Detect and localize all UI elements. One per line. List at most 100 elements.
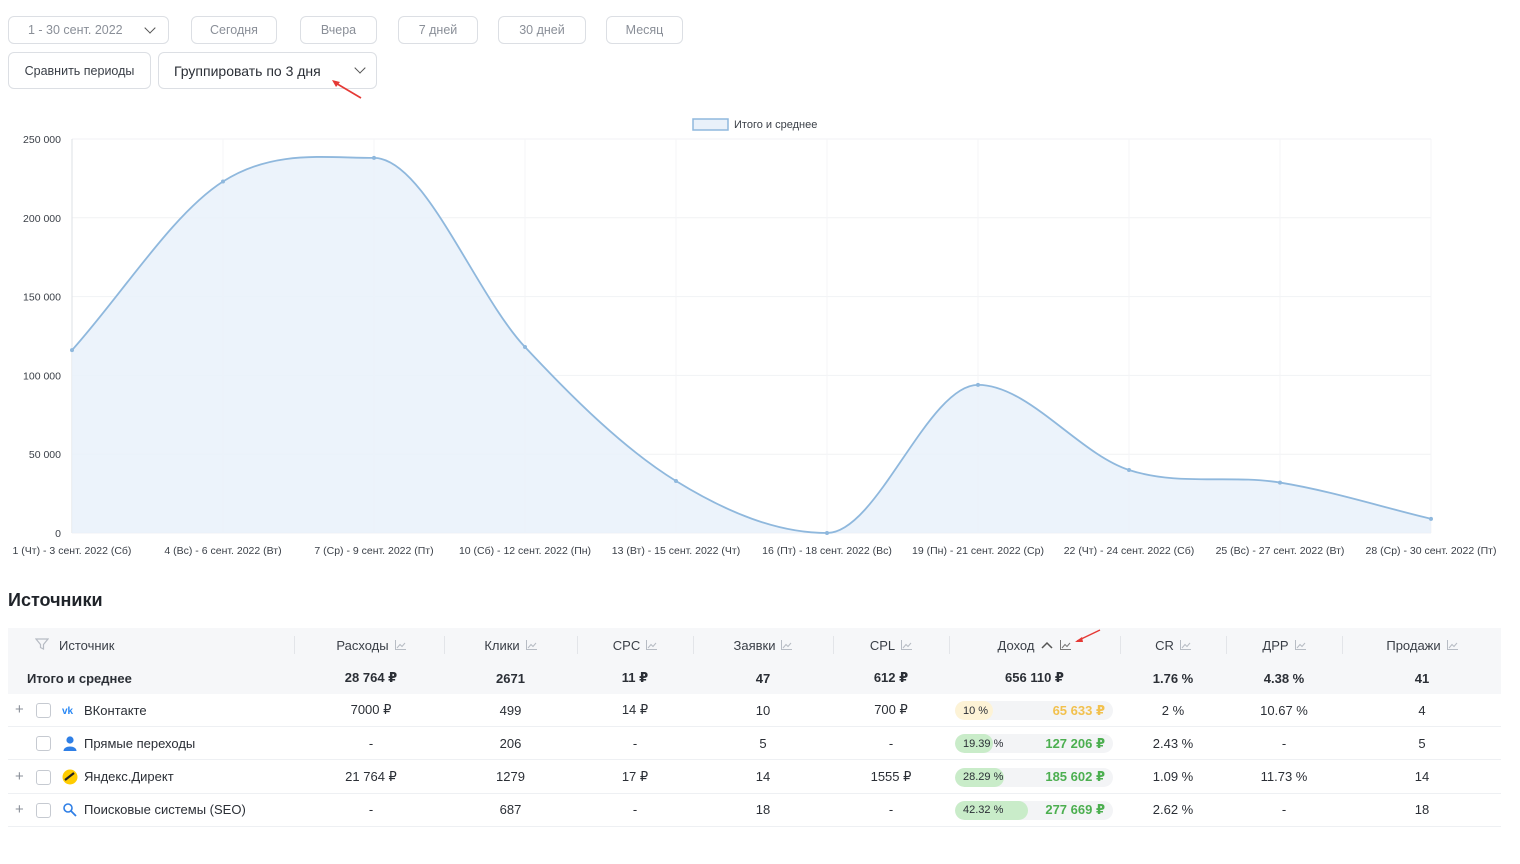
col-expenses[interactable]: Расходы [298, 628, 444, 662]
table-row[interactable]: Прямые переходы - 206 - 5 - 19.39 % 127 206 ₽ 2.… [8, 727, 1501, 761]
cell-cpl: - [888, 735, 894, 751]
data-point[interactable] [825, 531, 829, 535]
group-by-select[interactable]: Группировать по 3 дня [158, 52, 377, 89]
cell-expenses: 21 764 ₽ [345, 768, 397, 784]
total-row: Итого и среднее 28 764 ₽ 2671 11 ₽ 47 61… [8, 662, 1501, 694]
col-sales[interactable]: Продажи [1342, 628, 1502, 662]
cell-cpl: - [888, 802, 894, 818]
data-point[interactable] [221, 179, 225, 184]
series-line [71, 156, 1432, 534]
expand-icon[interactable]: + [15, 701, 24, 718]
chart-toggle-icon[interactable] [646, 640, 658, 650]
table-row[interactable]: + vk ВКонтакте 7000 ₽ 499 14 ₽ 10 700 ₽ 10 % 65 6… [8, 694, 1501, 727]
y-tick-label: 150 000 [23, 292, 61, 304]
preset-today-button[interactable]: Сегодня [191, 16, 277, 44]
income-bar: 42.32 % 277 669 ₽ [955, 800, 1113, 820]
total-label: Итого и среднее [27, 670, 132, 686]
chart-toggle-icon[interactable] [525, 640, 537, 650]
cell-sales: 18 [1414, 802, 1430, 818]
cell-cr: 1.09 % [1152, 769, 1194, 785]
chart-toggle-icon[interactable] [1446, 640, 1458, 650]
income-bar-fill [955, 701, 993, 720]
income-percent: 19.39 % [963, 737, 1004, 750]
chart-toggle-icon[interactable] [901, 640, 913, 650]
preset-yesterday-button[interactable]: Вчера [300, 16, 377, 44]
expand-icon[interactable]: + [15, 800, 24, 818]
chart-toggle-icon[interactable] [781, 640, 793, 650]
cell-sales: 14 [1414, 769, 1430, 785]
col-label: CPL [869, 637, 896, 653]
col-source[interactable]: Источник [59, 637, 115, 653]
cell-cr: 2.43 % [1152, 735, 1194, 751]
column-divider [1120, 636, 1121, 654]
total-drr: 4.38 % [1263, 670, 1305, 686]
col-cpc[interactable]: CPC [577, 628, 693, 662]
data-point[interactable] [1278, 480, 1282, 485]
source-name[interactable]: ВКонтакте [84, 702, 147, 718]
x-tick-label: 10 (Сб) - 12 сент. 2022 (Пн) [459, 545, 591, 557]
source-name[interactable]: Прямые переходы [84, 735, 196, 751]
data-point[interactable] [70, 348, 74, 353]
y-tick-label: 250 000 [23, 134, 61, 146]
y-tick-label: 200 000 [23, 213, 61, 225]
filter-icon[interactable] [34, 637, 50, 656]
x-tick-label: 13 (Вт) - 15 сент. 2022 (Чт) [612, 545, 740, 557]
column-divider [693, 636, 694, 654]
preset-month-button[interactable]: Месяц [606, 16, 683, 44]
chart-toggle-icon[interactable] [1179, 640, 1191, 650]
col-drr[interactable]: ДРР [1226, 628, 1342, 662]
source-name[interactable]: Яндекс.Директ [84, 769, 174, 785]
col-cpl[interactable]: CPL [833, 628, 949, 662]
chart-toggle-icon[interactable] [1294, 640, 1306, 650]
x-tick-label: 25 (Вс) - 27 сент. 2022 (Вт) [1216, 545, 1345, 557]
income-bar: 10 % 65 633 ₽ [955, 701, 1113, 720]
y-tick-label: 50 000 [29, 449, 61, 461]
cell-drr: 10.67 % [1260, 702, 1308, 718]
col-label: CPC [612, 637, 641, 653]
income-amount: 127 206 ₽ [1045, 735, 1105, 751]
annotation-arrow [332, 80, 362, 99]
data-point[interactable] [372, 155, 376, 160]
data-point[interactable] [523, 345, 527, 350]
data-point[interactable] [674, 478, 678, 483]
cell-clicks: 499 [499, 702, 522, 718]
cell-cpl: 700 ₽ [874, 702, 908, 717]
preset-7-days-button[interactable]: 7 дней [398, 16, 478, 44]
table-row[interactable]: + Поисковые системы (SEO) - 687 - 18 - 42.32 % 2… [8, 794, 1501, 827]
expand-icon[interactable]: + [15, 767, 24, 785]
sort-asc-icon[interactable] [1040, 640, 1054, 650]
preset-30-days-button[interactable]: 30 дней [498, 16, 586, 44]
compare-periods-button[interactable]: Сравнить периоды [8, 52, 151, 89]
col-label: Доход [997, 637, 1035, 653]
table-row[interactable]: + Яндекс.Директ 21 764 ₽ 1279 17 ₽ 14 1555 ₽ 28… [8, 761, 1501, 794]
col-cr[interactable]: CR [1120, 628, 1226, 662]
row-checkbox[interactable] [36, 703, 51, 718]
chart-legend[interactable]: Итого и среднее [692, 118, 817, 131]
col-income[interactable]: Доход [949, 628, 1120, 662]
data-point[interactable] [976, 382, 980, 387]
col-clicks[interactable]: Клики [444, 628, 577, 662]
col-leads[interactable]: Заявки [693, 628, 833, 662]
svg-text:vk: vk [62, 706, 74, 717]
row-checkbox[interactable] [36, 736, 51, 752]
date-range-select[interactable]: 1 - 30 сент. 2022 [8, 16, 169, 44]
user-icon [62, 735, 78, 752]
date-range-value: 1 - 30 сент. 2022 [28, 23, 123, 37]
cell-cpc: 14 ₽ [621, 702, 649, 717]
y-axis-labels: 0 50 000 100 000 150 000 200 000 250 000 [23, 134, 61, 540]
source-name[interactable]: Поисковые системы (SEO) [84, 802, 246, 818]
row-checkbox[interactable] [36, 802, 51, 818]
chart-toggle-icon[interactable] [394, 640, 406, 650]
total-leads: 47 [755, 670, 771, 686]
column-divider [833, 636, 834, 654]
data-point[interactable] [1429, 516, 1433, 521]
row-checkbox[interactable] [36, 769, 51, 785]
income-amount: 185 602 ₽ [1045, 769, 1105, 785]
x-tick-label: 7 (Ср) - 9 сент. 2022 (Пт) [314, 545, 433, 557]
data-point[interactable] [1127, 467, 1131, 472]
income-amount: 277 669 ₽ [1045, 802, 1105, 818]
chart-toggle-icon[interactable] [1060, 640, 1072, 650]
total-clicks: 2671 [496, 670, 525, 686]
cell-drr: - [1281, 735, 1287, 751]
series-area [72, 156, 1431, 533]
